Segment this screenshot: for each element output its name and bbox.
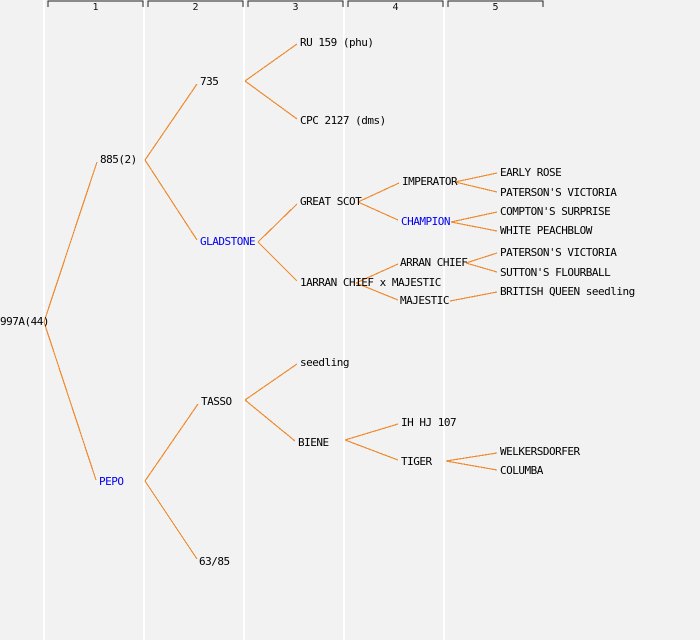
column-separator-line: [343, 0, 345, 640]
tree-node-imperator: IMPERATOR: [402, 175, 458, 188]
pedigree-edge: [244, 80, 298, 120]
pedigree-edge: [445, 460, 498, 471]
pedigree-edge: [43, 161, 98, 323]
tree-node-tiger: TIGER: [401, 455, 432, 468]
tree-node-tasso: TASSO: [201, 395, 232, 408]
pedigree-edge: [454, 181, 498, 193]
tree-node-biene: BIENE: [298, 436, 329, 449]
pedigree-edge: [144, 480, 198, 560]
pedigree-edge: [445, 452, 498, 462]
pedigree-edge: [144, 83, 198, 161]
tree-node-arran-chief: ARRAN CHIEF: [400, 256, 468, 269]
pedigree-edge: [450, 211, 498, 223]
pedigree-edge: [454, 172, 498, 183]
pedigree-edge: [357, 182, 400, 203]
pedigree-edge: [465, 262, 498, 273]
tree-node-link-gladstone[interactable]: GLADSTONE: [200, 235, 256, 248]
tree-node-link-champion[interactable]: CHAMPION: [401, 215, 450, 228]
pedigree-edge: [244, 43, 298, 82]
column-separator-line: [443, 0, 445, 640]
tree-node-885-2: 885(2): [100, 153, 137, 166]
column-header-label: 1: [92, 2, 99, 13]
tree-node-735: 735: [200, 75, 219, 88]
pedigree-edge: [344, 423, 399, 441]
pedigree-edge: [449, 291, 498, 302]
tree-node-columba: COLUMBA: [500, 464, 543, 477]
tree-node-root: 997A(44): [0, 315, 49, 328]
pedigree-edge: [43, 321, 97, 481]
tree-node-ru159: RU 159 (phu): [300, 36, 374, 49]
tree-node-arranxmaj: 1ARRAN CHIEF x MAJESTIC: [300, 276, 441, 289]
tree-node-patersons-2: PATERSON'S VICTORIA: [500, 246, 617, 259]
pedigree-edge: [257, 241, 298, 282]
tree-node-majestic: MAJESTIC: [400, 294, 449, 307]
tree-node-seedling: seedling: [300, 356, 349, 369]
tree-node-welkersdorfer: WELKERSDORFER: [500, 445, 580, 458]
tree-node-great-scot: GREAT SCOT: [300, 195, 362, 208]
pedigree-edge: [450, 221, 498, 232]
column-header-label: 4: [392, 2, 399, 13]
column-header-label: 5: [492, 2, 499, 13]
pedigree-edge: [244, 363, 298, 401]
tree-node-peachblow: WHITE PEACHBLOW: [500, 224, 592, 237]
column-header-label: 2: [192, 2, 199, 13]
tree-node-63-85: 63/85: [199, 555, 230, 568]
pedigree-edge: [257, 203, 298, 243]
pedigree-edge: [244, 399, 296, 442]
tree-node-early-rose: EARLY ROSE: [500, 166, 562, 179]
pedigree-edge: [344, 439, 399, 461]
column-header-label: 3: [292, 2, 299, 13]
tree-node-link-pepo[interactable]: PEPO: [99, 475, 124, 488]
pedigree-edge: [465, 252, 498, 264]
pedigree-edge: [144, 403, 199, 482]
pedigree-edge: [357, 201, 399, 221]
column-separator-line: [143, 0, 145, 640]
tree-node-comptons: COMPTON'S SURPRISE: [500, 205, 611, 218]
tree-node-suttons: SUTTON'S FLOURBALL: [500, 266, 611, 279]
pedigree-edge: [144, 159, 198, 241]
tree-node-ih-hj-107: IH HJ 107: [401, 416, 457, 429]
tree-node-cpc2127: CPC 2127 (dms): [300, 114, 386, 127]
column-separator-line: [243, 0, 245, 640]
tree-node-patersons-1: PATERSON'S VICTORIA: [500, 186, 617, 199]
tree-node-brit-queen: BRITISH QUEEN seedling: [500, 285, 635, 298]
